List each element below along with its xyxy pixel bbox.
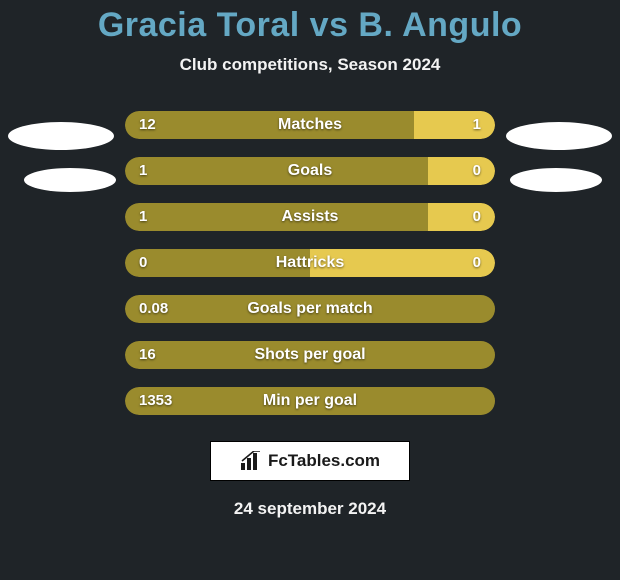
avatar-left-1 xyxy=(24,168,116,192)
brand-badge: FcTables.com xyxy=(210,441,410,481)
stat-row: Goals per match0.08 xyxy=(125,295,495,323)
stat-row: Shots per goal16 xyxy=(125,341,495,369)
stat-label: Hattricks xyxy=(125,249,495,277)
stat-value-left: 16 xyxy=(139,341,156,369)
stat-row: Matches12 1 xyxy=(125,111,495,139)
stat-row: Hattricks0 0 xyxy=(125,249,495,277)
stat-value-right: 0 xyxy=(473,249,481,277)
brand-bars-icon xyxy=(240,451,262,471)
page-title: Gracia Toral vs B. Angulo xyxy=(0,6,620,45)
stat-bars: Matches121Goals10Assists10Hattricks00Goa… xyxy=(125,111,495,415)
stat-value-right: 0 xyxy=(473,157,481,185)
stat-value-left: 1 xyxy=(139,203,147,231)
stat-value-left: 12 xyxy=(139,111,156,139)
stat-row: Goals1 0 xyxy=(125,157,495,185)
stat-label: Shots per goal xyxy=(125,341,495,369)
stat-label: Goals per match xyxy=(125,295,495,323)
stat-label: Goals xyxy=(125,157,495,185)
stat-label: Assists xyxy=(125,203,495,231)
stat-value-left: 0 xyxy=(139,249,147,277)
footer-date: 24 september 2024 xyxy=(0,499,620,519)
stat-label: Matches xyxy=(125,111,495,139)
comparison-card: Gracia Toral vs B. Angulo Club competiti… xyxy=(0,0,620,580)
stat-value-right: 1 xyxy=(473,111,481,139)
page-subtitle: Club competitions, Season 2024 xyxy=(0,55,620,75)
stat-label: Min per goal xyxy=(125,387,495,415)
avatar-right-1 xyxy=(510,168,602,192)
stat-value-left: 1353 xyxy=(139,387,172,415)
avatar-left-0 xyxy=(8,122,114,150)
stat-value-left: 1 xyxy=(139,157,147,185)
stat-value-left: 0.08 xyxy=(139,295,168,323)
brand-label: FcTables.com xyxy=(268,451,380,471)
stat-row: Min per goal1353 xyxy=(125,387,495,415)
avatar-right-0 xyxy=(506,122,612,150)
stat-value-right: 0 xyxy=(473,203,481,231)
stat-row: Assists1 0 xyxy=(125,203,495,231)
